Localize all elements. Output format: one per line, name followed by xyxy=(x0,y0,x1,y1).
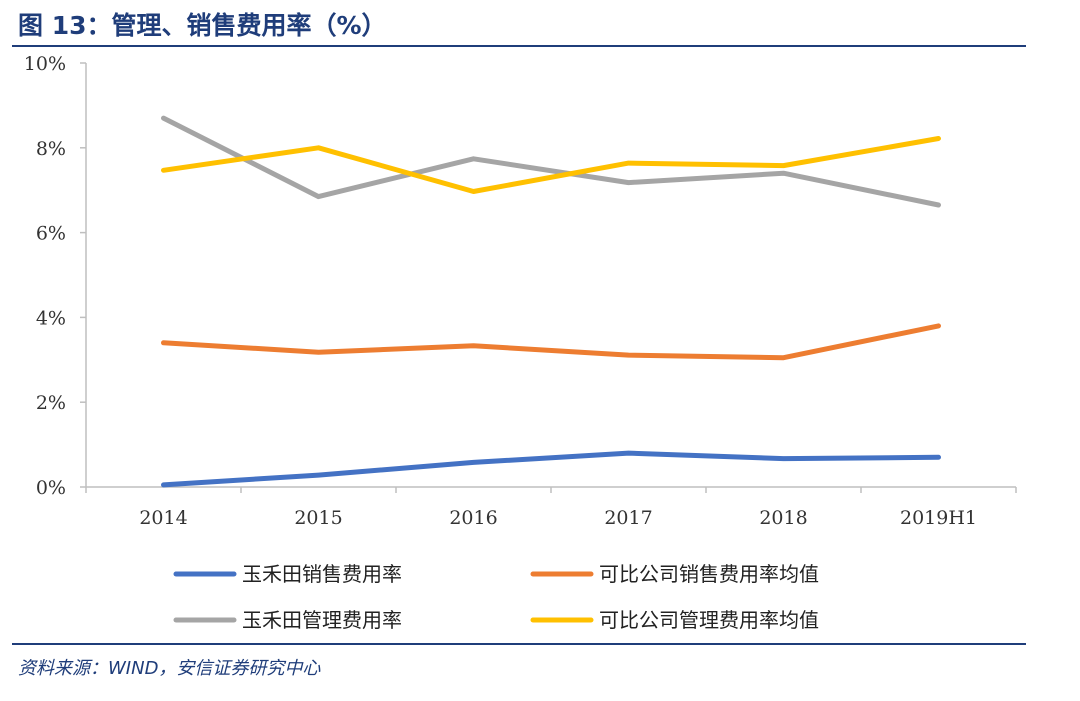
x-tick-label: 2018 xyxy=(759,507,807,529)
y-tick-label: 8% xyxy=(36,138,66,160)
series-line-1 xyxy=(161,450,941,488)
title-divider xyxy=(12,45,1026,47)
legend-label: 玉禾田管理费用率 xyxy=(242,608,402,632)
legend-label: 玉禾田销售费用率 xyxy=(242,562,402,586)
source-note: 资料来源：WIND，安信证券研究中心 xyxy=(18,658,321,679)
source-divider xyxy=(12,643,1026,645)
x-tick-label: 2017 xyxy=(604,507,652,529)
series-line-4 xyxy=(161,136,941,194)
legend-item: 可比公司管理费用率均值 xyxy=(530,608,819,632)
legend-label: 可比公司销售费用率均值 xyxy=(599,562,819,586)
series-line-3 xyxy=(161,115,941,208)
chart-title: 图 13：管理、销售费用率（%） xyxy=(18,11,387,40)
series-line-2 xyxy=(161,323,941,361)
y-tick-label: 10% xyxy=(24,53,66,75)
y-axis: 0% 2% 4% 6% 8% 10% xyxy=(24,53,87,499)
legend-item: 可比公司销售费用率均值 xyxy=(530,562,819,586)
legend-item: 玉禾田销售费用率 xyxy=(173,562,402,586)
x-tick-label: 2014 xyxy=(139,507,187,529)
series-lines xyxy=(161,115,941,488)
x-tick-label: 2019H1 xyxy=(900,507,977,529)
x-tick-label: 2016 xyxy=(449,507,497,529)
legend-item: 玉禾田管理费用率 xyxy=(173,608,402,632)
y-tick-label: 4% xyxy=(36,307,66,329)
y-tick-label: 6% xyxy=(36,223,66,245)
x-axis: 2014 2015 2016 2017 2018 2019H1 xyxy=(85,486,1017,529)
legend-label: 可比公司管理费用率均值 xyxy=(599,608,819,632)
y-tick-label: 2% xyxy=(36,392,66,414)
y-tick-label: 0% xyxy=(36,477,66,499)
x-tick-label: 2015 xyxy=(294,507,342,529)
